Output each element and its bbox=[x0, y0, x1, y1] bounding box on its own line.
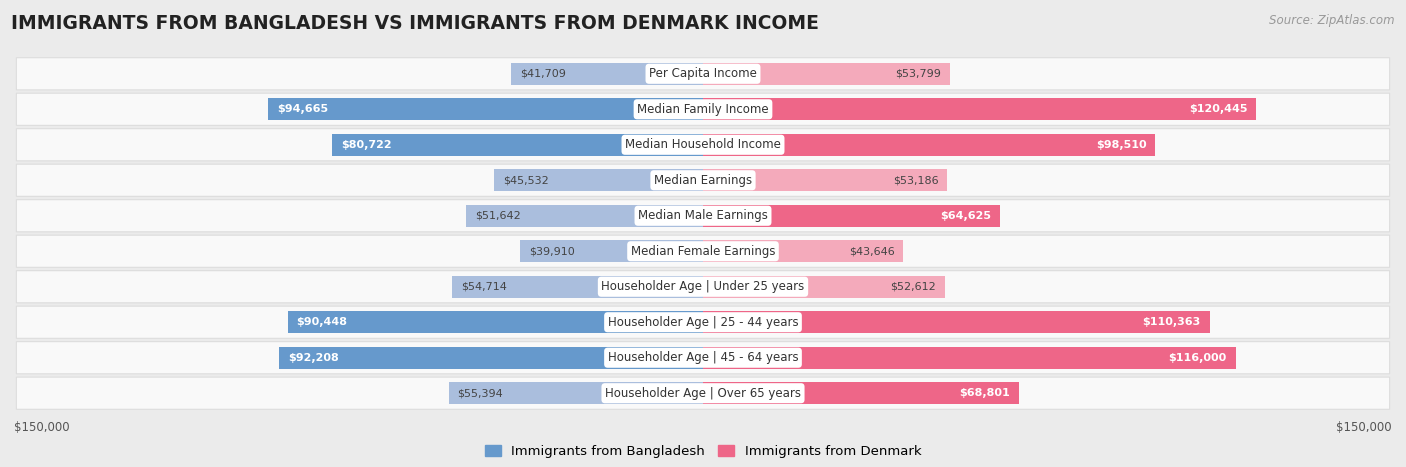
Text: $41,709: $41,709 bbox=[520, 69, 567, 79]
Text: $53,799: $53,799 bbox=[896, 69, 941, 79]
Text: Median Earnings: Median Earnings bbox=[654, 174, 752, 187]
Text: Median Female Earnings: Median Female Earnings bbox=[631, 245, 775, 258]
Bar bbox=[703, 382, 1019, 404]
FancyBboxPatch shape bbox=[17, 306, 1389, 338]
Legend: Immigrants from Bangladesh, Immigrants from Denmark: Immigrants from Bangladesh, Immigrants f… bbox=[485, 445, 921, 458]
Text: $55,394: $55,394 bbox=[457, 388, 503, 398]
Bar bbox=[451, 276, 703, 298]
FancyBboxPatch shape bbox=[17, 129, 1389, 161]
FancyBboxPatch shape bbox=[17, 93, 1389, 125]
Bar bbox=[288, 311, 703, 333]
Text: $51,642: $51,642 bbox=[475, 211, 520, 221]
Bar bbox=[449, 382, 703, 404]
Text: $45,532: $45,532 bbox=[503, 175, 548, 185]
Text: Per Capita Income: Per Capita Income bbox=[650, 67, 756, 80]
FancyBboxPatch shape bbox=[17, 377, 1389, 409]
Text: Median Household Income: Median Household Income bbox=[626, 138, 780, 151]
Bar bbox=[703, 63, 950, 85]
Bar bbox=[703, 347, 1236, 369]
Text: $92,208: $92,208 bbox=[288, 353, 339, 363]
Text: Source: ZipAtlas.com: Source: ZipAtlas.com bbox=[1270, 14, 1395, 27]
Bar bbox=[494, 169, 703, 191]
Text: Median Family Income: Median Family Income bbox=[637, 103, 769, 116]
Bar bbox=[703, 276, 945, 298]
Bar bbox=[280, 347, 703, 369]
Text: Median Male Earnings: Median Male Earnings bbox=[638, 209, 768, 222]
Text: $110,363: $110,363 bbox=[1143, 317, 1201, 327]
FancyBboxPatch shape bbox=[17, 235, 1389, 267]
Text: $80,722: $80,722 bbox=[342, 140, 392, 150]
Bar bbox=[512, 63, 703, 85]
Text: $150,000: $150,000 bbox=[1336, 421, 1392, 434]
Bar bbox=[269, 98, 703, 120]
FancyBboxPatch shape bbox=[17, 58, 1389, 90]
Text: Householder Age | 45 - 64 years: Householder Age | 45 - 64 years bbox=[607, 351, 799, 364]
Bar bbox=[703, 98, 1256, 120]
FancyBboxPatch shape bbox=[17, 164, 1389, 196]
Bar bbox=[520, 240, 703, 262]
Text: IMMIGRANTS FROM BANGLADESH VS IMMIGRANTS FROM DENMARK INCOME: IMMIGRANTS FROM BANGLADESH VS IMMIGRANTS… bbox=[11, 14, 820, 33]
FancyBboxPatch shape bbox=[17, 271, 1389, 303]
Text: $90,448: $90,448 bbox=[297, 317, 347, 327]
Text: $39,910: $39,910 bbox=[529, 246, 575, 256]
Bar bbox=[703, 169, 948, 191]
Bar bbox=[465, 205, 703, 227]
Text: $68,801: $68,801 bbox=[959, 388, 1010, 398]
Text: $94,665: $94,665 bbox=[277, 104, 328, 114]
Bar bbox=[703, 205, 1000, 227]
Text: $98,510: $98,510 bbox=[1095, 140, 1146, 150]
Text: Householder Age | Over 65 years: Householder Age | Over 65 years bbox=[605, 387, 801, 400]
Text: $52,612: $52,612 bbox=[890, 282, 935, 292]
Text: Householder Age | Under 25 years: Householder Age | Under 25 years bbox=[602, 280, 804, 293]
FancyBboxPatch shape bbox=[17, 200, 1389, 232]
Text: $53,186: $53,186 bbox=[893, 175, 938, 185]
FancyBboxPatch shape bbox=[17, 342, 1389, 374]
Bar bbox=[703, 311, 1211, 333]
Text: $54,714: $54,714 bbox=[461, 282, 506, 292]
Text: $120,445: $120,445 bbox=[1188, 104, 1247, 114]
Bar bbox=[332, 134, 703, 156]
Bar bbox=[703, 134, 1156, 156]
Text: $116,000: $116,000 bbox=[1168, 353, 1227, 363]
Bar bbox=[703, 240, 904, 262]
Text: $43,646: $43,646 bbox=[849, 246, 894, 256]
Text: $64,625: $64,625 bbox=[939, 211, 991, 221]
Text: Householder Age | 25 - 44 years: Householder Age | 25 - 44 years bbox=[607, 316, 799, 329]
Text: $150,000: $150,000 bbox=[14, 421, 70, 434]
